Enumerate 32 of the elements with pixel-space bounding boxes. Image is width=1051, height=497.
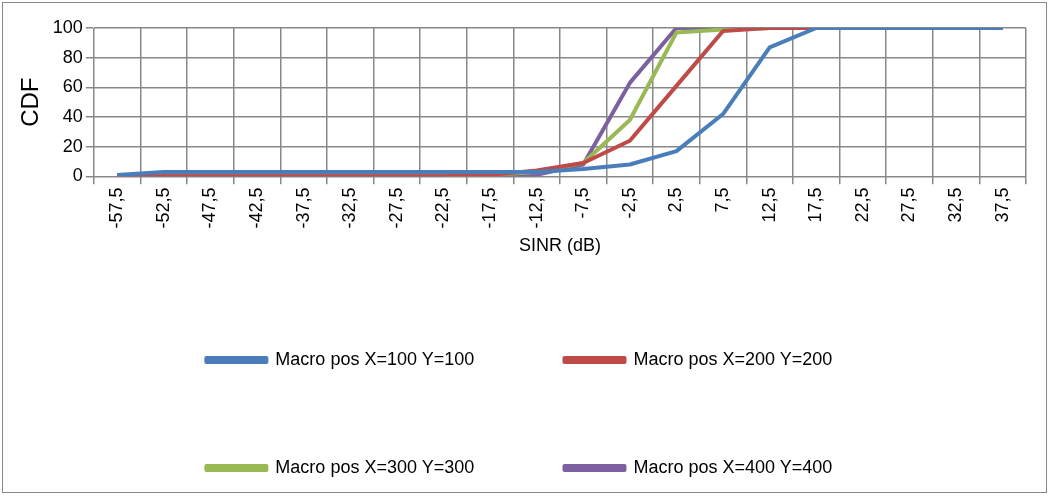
x-tick-label: -47,5 <box>199 187 220 229</box>
y-tick-label: 100 <box>52 16 83 37</box>
x-tick-label: -42,5 <box>245 187 266 229</box>
legend-label: Macro pos X=100 Y=100 <box>275 348 475 369</box>
y-tick-label: 80 <box>62 46 83 67</box>
y-tick-label: 0 <box>72 165 83 186</box>
x-tick-label: -37,5 <box>292 187 313 229</box>
x-tick-label: -27,5 <box>385 187 406 229</box>
legend-label: Macro pos X=400 Y=400 <box>633 456 833 477</box>
y-tick-label: 40 <box>62 105 83 126</box>
x-tick-label: 12,5 <box>758 187 779 223</box>
x-tick-label: 7,5 <box>712 187 733 213</box>
x-tick-label: 17,5 <box>805 187 826 223</box>
x-axis-title: SINR (dB) <box>518 235 601 256</box>
y-tick-label: 20 <box>62 135 83 156</box>
x-tick-label: -52,5 <box>152 187 173 229</box>
x-tick-label: -17,5 <box>478 187 499 229</box>
y-axis-title: CDF <box>16 77 44 127</box>
x-tick-label: 2,5 <box>665 187 686 213</box>
x-tick-label: -57,5 <box>106 187 127 229</box>
x-tick-label: 32,5 <box>945 187 966 223</box>
x-tick-label: -2,5 <box>618 187 639 219</box>
x-tick-label: 27,5 <box>898 187 919 223</box>
x-tick-label: -22,5 <box>432 187 453 229</box>
x-tick-label: -32,5 <box>339 187 360 229</box>
legend-label: Macro pos X=300 Y=300 <box>275 456 475 477</box>
x-tick-label: 22,5 <box>851 187 872 223</box>
x-tick-label: 37,5 <box>991 187 1012 223</box>
x-tick-label: -12,5 <box>525 187 546 229</box>
legend-label: Macro pos X=200 Y=200 <box>633 348 833 369</box>
y-tick-label: 60 <box>62 76 83 97</box>
x-tick-label: -7,5 <box>572 187 593 219</box>
